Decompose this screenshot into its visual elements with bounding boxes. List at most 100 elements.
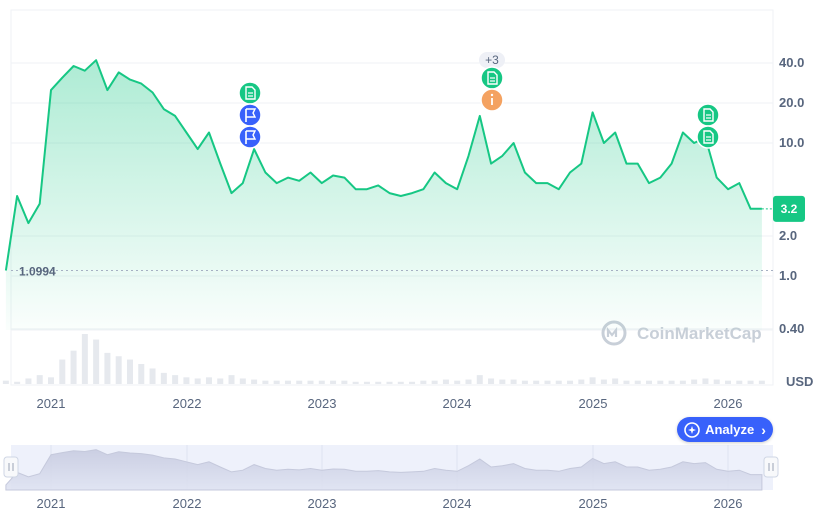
event-count-badge[interactable] xyxy=(479,52,505,68)
flag-icon xyxy=(246,130,257,140)
document-event-marker[interactable] xyxy=(696,125,720,149)
volume-bar xyxy=(555,380,562,384)
volume-bar xyxy=(409,381,416,384)
x-tick-label: 2026 xyxy=(714,396,743,411)
volume-bar xyxy=(93,339,100,384)
volume-bar xyxy=(736,380,743,384)
document-icon xyxy=(245,86,256,100)
wm-logo-mark xyxy=(606,326,618,337)
event-count-label: +3 xyxy=(485,53,499,67)
volume-bar xyxy=(691,379,698,384)
y-tick-label: 10.0 xyxy=(779,135,804,150)
volume-bar xyxy=(589,377,596,384)
navigator-series xyxy=(5,449,763,491)
volume-bar xyxy=(454,380,461,384)
volume-bar xyxy=(296,380,303,384)
navigator-x-label: 2022 xyxy=(173,496,202,511)
volume-bar xyxy=(510,379,517,384)
flag-event-marker[interactable] xyxy=(238,125,262,149)
navigator-handle-right[interactable] xyxy=(763,456,779,478)
volume-bar xyxy=(341,380,348,384)
document-event-marker[interactable] xyxy=(696,103,720,127)
volume-bar xyxy=(2,380,9,384)
volume-bar xyxy=(758,380,765,384)
volume-bar xyxy=(183,377,190,384)
volume-bar xyxy=(747,380,754,384)
y-tick-label: 40.0 xyxy=(779,55,804,70)
info-event-marker[interactable] xyxy=(480,88,504,112)
volume-bar xyxy=(330,380,337,384)
price-area xyxy=(5,60,762,330)
volume-bar xyxy=(352,381,359,384)
analyze-button[interactable]: Analyze › xyxy=(677,417,773,442)
volume-bar xyxy=(217,378,224,384)
navigator-x-label: 2021 xyxy=(37,496,66,511)
document-event-marker[interactable] xyxy=(238,81,262,105)
volume-bar xyxy=(442,379,449,384)
price-line xyxy=(4,59,762,271)
volume-bar xyxy=(646,380,653,384)
volume-bar xyxy=(612,378,619,384)
volume-bar xyxy=(228,375,235,384)
currency-label: USD xyxy=(786,374,813,389)
x-tick-label: 2024 xyxy=(443,396,472,411)
volume-bar xyxy=(239,378,246,384)
volume-bar xyxy=(251,379,258,384)
volume-bar xyxy=(668,380,675,384)
reference-line-label: 1.0994 xyxy=(19,265,56,279)
volume-bar xyxy=(679,380,686,384)
x-tick-label: 2021 xyxy=(37,396,66,411)
volume-bar xyxy=(149,368,156,384)
volume-bar xyxy=(420,380,427,384)
x-tick-label: 2023 xyxy=(308,396,337,411)
volume-bar xyxy=(386,381,393,384)
volume-bar xyxy=(194,378,201,384)
volume-bar xyxy=(657,380,664,384)
volume-bar xyxy=(578,379,585,384)
flag-event-marker[interactable] xyxy=(238,103,262,127)
volume-bar xyxy=(375,381,382,384)
y-tick-label: 20.0 xyxy=(779,95,804,110)
volume-bar xyxy=(104,352,111,384)
volume-bar xyxy=(533,380,540,384)
flag-icon xyxy=(246,108,257,118)
x-tick-label: 2025 xyxy=(579,396,608,411)
volume-bar xyxy=(600,379,607,384)
current-price-label: 3.2 xyxy=(781,202,798,216)
volume-bar xyxy=(25,378,32,384)
volume-bar xyxy=(544,380,551,384)
flag-marker-bg xyxy=(238,125,262,149)
volume-bar xyxy=(713,379,720,384)
navigator-x-label: 2023 xyxy=(308,496,337,511)
volume-bar xyxy=(465,379,472,384)
volume-bar xyxy=(262,380,269,384)
volume-bar xyxy=(476,375,483,384)
volume-bar xyxy=(521,380,528,384)
volume-bar xyxy=(59,359,66,384)
chevron-right-icon: › xyxy=(761,421,766,438)
volume-bar xyxy=(273,380,280,384)
document-event-marker[interactable] xyxy=(480,66,504,90)
volume-bar xyxy=(318,380,325,384)
volume-bar xyxy=(634,380,641,384)
volume-bar xyxy=(725,380,731,384)
volume-bar xyxy=(431,380,438,384)
volume-bar xyxy=(488,378,495,384)
plot-frame xyxy=(10,9,774,386)
y-tick-label: 0.40 xyxy=(779,321,804,336)
volume-bar xyxy=(205,377,212,384)
volume-bar xyxy=(115,356,122,384)
navigator-handle-left[interactable] xyxy=(3,456,19,478)
volume-bar xyxy=(160,372,167,384)
navigator-x-label: 2026 xyxy=(714,496,743,511)
volume-bar xyxy=(284,380,291,384)
document-icon xyxy=(487,71,498,85)
volume-bar xyxy=(172,375,179,384)
volume-bar xyxy=(397,381,404,384)
volume-bar xyxy=(70,350,77,384)
volume-bar xyxy=(126,359,133,384)
volume-bar xyxy=(138,364,145,384)
volume-bar xyxy=(36,375,43,384)
